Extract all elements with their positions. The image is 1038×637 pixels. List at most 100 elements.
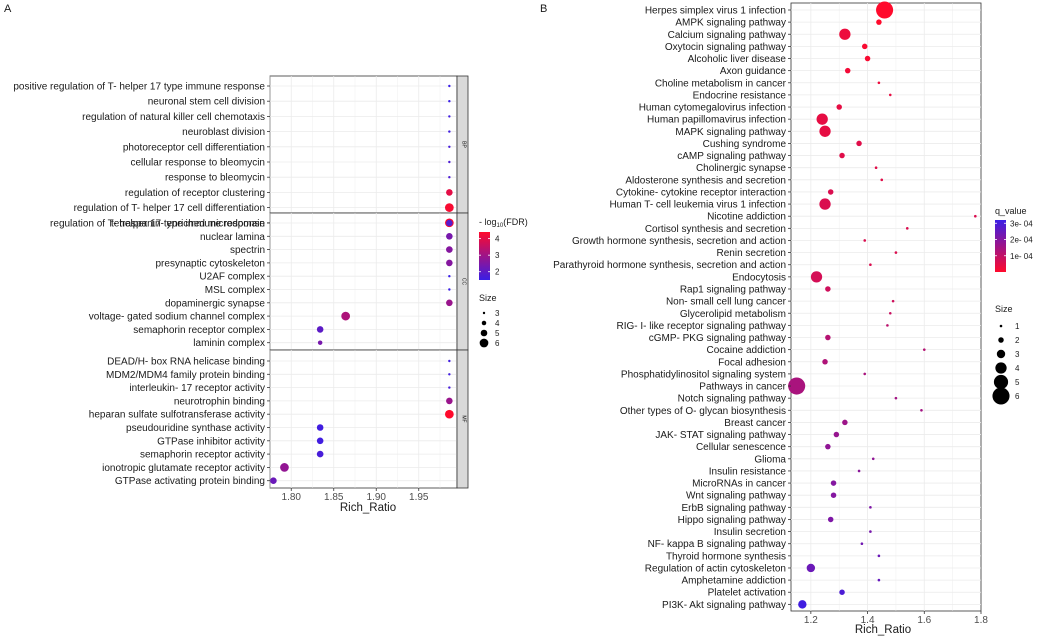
panel-a-term-label: DEAD/H- box RNA helicase binding xyxy=(107,357,265,368)
panel-b-label: B xyxy=(540,3,547,15)
panel-b-point xyxy=(830,492,837,498)
panel-a-term-labels: positive regulation of T- helper 17 type… xyxy=(13,82,270,487)
panel-b-term-label: Cholinergic synapse xyxy=(696,163,786,174)
panel-a-point xyxy=(316,326,324,333)
panel-a-term-label: regulation of receptor clustering xyxy=(125,188,265,199)
panel-a-x-axis: 1.80 1.85 1.90 1.95 xyxy=(282,488,429,503)
panel-b-term-label: Cellular senescence xyxy=(696,442,786,453)
panel-a-term-label: presynaptic cytoskeleton xyxy=(155,258,265,269)
panel-a-x-tick-label: 1.85 xyxy=(324,492,344,503)
panel-a-size-legend-dot xyxy=(482,311,486,315)
panel-b-size-legend-title: Size xyxy=(995,304,1013,314)
panel-a-size-legend-label: 5 xyxy=(495,329,500,338)
panel-a-point xyxy=(448,288,451,291)
panel-b-point xyxy=(864,55,871,62)
panel-a-point xyxy=(316,424,324,431)
panel-a-color-legend: - log10(FDR) 2 3 4 xyxy=(479,217,528,280)
panel-a-facet-frame xyxy=(269,212,458,351)
panel-b-term-label: cAMP signaling pathway xyxy=(677,151,786,162)
panel-b-term-label: Regulation of actin cytoskeleton xyxy=(645,563,786,574)
panel-a-point xyxy=(448,275,451,278)
panel-a-term-label: neuroblast division xyxy=(182,127,265,138)
panel-b-colorbar-label: 2e- 04 xyxy=(1010,236,1033,245)
panel-b-point xyxy=(863,372,867,376)
panel-b-x-tick-label: 1.2 xyxy=(804,615,818,626)
panel-a-point xyxy=(341,311,350,321)
panel-b-point xyxy=(891,299,895,303)
panel-a-x-tick-label: 1.90 xyxy=(367,492,387,503)
panel-b-term-label: Hippo signaling pathway xyxy=(678,515,786,526)
panel-a-term-label: pseudouridine synthase activity xyxy=(126,423,265,434)
panel-a-term-label: heparan sulfate sulfotransferase activit… xyxy=(89,410,265,421)
panel-b-size-legend-dot xyxy=(992,387,1010,405)
panel-b-term-label: Non- small cell lung cancer xyxy=(666,297,787,308)
panel-b-point xyxy=(822,359,828,365)
panel-a-point xyxy=(446,219,453,227)
panel-a-size-legend-dot xyxy=(480,329,488,337)
panel-b-point xyxy=(877,81,881,85)
panel-b-term-label: Human T- cell leukemia virus 1 infection xyxy=(609,200,786,211)
panel-b-point xyxy=(825,334,831,341)
panel-a-size-legend-label: 3 xyxy=(495,309,500,318)
panel-a-term-label: semaphorin receptor complex xyxy=(133,325,265,336)
panel-b-term-label: Wnt signaling pathway xyxy=(686,491,786,502)
panel-b-point xyxy=(839,152,845,159)
panel-b-term-label: JAK- STAT signaling pathway xyxy=(655,430,786,441)
panel-b-color-legend-title: q_value xyxy=(995,206,1027,216)
panel-a-x-tick-label: 1.80 xyxy=(282,492,302,503)
panel-a-term-label: voltage- gated sodium channel complex xyxy=(89,312,265,323)
panel-b-size-legend: Size 1 2 3 4 5 6 xyxy=(992,304,1020,405)
panel-a-facet-frame xyxy=(269,349,458,489)
panel-b-point xyxy=(869,530,872,533)
panel-b-term-label: Glycerolipid metabolism xyxy=(680,309,786,320)
panel-a-point xyxy=(280,463,289,472)
panel-b-term-label: Endocrine resistance xyxy=(693,90,787,101)
panel-b-point xyxy=(860,542,864,546)
panel-b-point xyxy=(905,227,909,230)
panel-b-point xyxy=(974,214,977,218)
panel-b-point xyxy=(869,506,872,509)
panel-b-term-label: Renin secretion xyxy=(717,248,786,259)
panel-a-term-label: U2AF complex xyxy=(199,272,265,283)
panel-b-frame xyxy=(790,2,982,612)
panel-a-strips: BP CC MF xyxy=(456,75,469,489)
panel-b-size-legend-label: 2 xyxy=(1015,336,1020,345)
panel-b-size-legend-dot xyxy=(998,337,1004,343)
panel-a-point xyxy=(445,203,454,212)
panel-b-term-label: Notch signaling pathway xyxy=(678,394,786,405)
panel-b-x-tick-label: 1.8 xyxy=(974,615,988,626)
panel-b-term-label: Amphetamine addiction xyxy=(681,576,786,587)
panel-b-colorbar-label: 1e- 04 xyxy=(1010,252,1033,261)
panel-b-term-label: Growth hormone synthesis, secretion and … xyxy=(572,236,786,247)
panel-b-point xyxy=(876,19,882,25)
panel-b-point xyxy=(920,408,923,412)
panel-b-term-label: Pathways in cancer xyxy=(699,382,786,393)
panel-b-term-label: Aldosterone synthesis and secretion xyxy=(625,175,786,186)
panel-a-colorbar-label: 3 xyxy=(495,251,500,260)
panel-b-term-label: Choline metabolism in cancer xyxy=(655,78,787,89)
panel-b-colorbar-ticks: 3e- 04 2e- 04 1e- 04 xyxy=(995,219,1033,261)
panel-a-term-label: regulation of T- helper 17 type immune r… xyxy=(50,218,265,229)
panel-a-term-label: regulation of T- helper 17 cell differen… xyxy=(74,203,265,214)
panel-b-term-label: Human cytomegalovirus infection xyxy=(639,103,786,114)
panel-b-point xyxy=(788,377,806,395)
panel-a-point xyxy=(448,176,451,179)
panel-b-term-label: Nicotine addiction xyxy=(707,212,786,223)
panel-b-term-label: Cocaine addiction xyxy=(707,345,787,356)
panel-a-facet-strip-label: MF xyxy=(461,415,467,422)
panel-b-term-label: ErbB signaling pathway xyxy=(681,503,786,514)
panel-a-point xyxy=(270,477,277,485)
panel-b-point xyxy=(886,324,889,327)
panel-b-term-label: Insulin resistance xyxy=(709,466,787,477)
panel-a-term-label: semaphorin receptor activity xyxy=(140,450,265,461)
panel-a-point xyxy=(445,409,454,419)
panel-b-size-legend-label: 4 xyxy=(1015,364,1020,373)
panel-b-term-label: Calcium signaling pathway xyxy=(668,30,786,41)
panel-a-point xyxy=(448,130,451,133)
panel-a-term-label: dopaminergic synapse xyxy=(165,298,265,309)
panel-a-term-label: nuclear lamina xyxy=(200,232,265,243)
panel-b-point xyxy=(894,251,898,254)
panel-b-term-label: Platelet activation xyxy=(708,588,786,599)
